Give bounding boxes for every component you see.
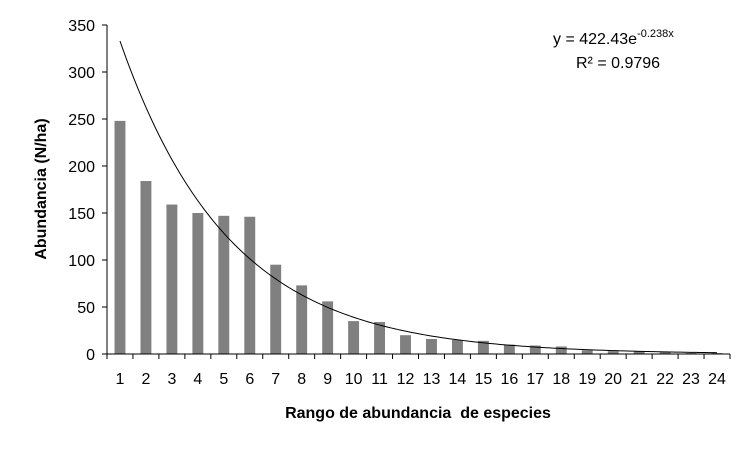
bar-9 (322, 301, 334, 354)
bar-18 (555, 346, 567, 354)
bar-22 (659, 352, 671, 354)
x-tick-label: 19 (578, 371, 596, 388)
bar-1 (114, 120, 126, 354)
bar-11 (374, 322, 386, 354)
y-tick-label: 350 (68, 18, 95, 35)
x-tick-label: 2 (141, 371, 150, 388)
x-tick-label: 13 (423, 371, 441, 388)
bar-3 (166, 204, 178, 354)
bars (114, 120, 723, 354)
x-tick-label: 5 (219, 371, 228, 388)
x-tick-label: 15 (474, 371, 492, 388)
y-tick-label: 200 (68, 159, 95, 176)
y-tick-label: 50 (77, 300, 95, 317)
x-tick-label: 17 (526, 371, 544, 388)
x-tick-label: 21 (630, 371, 648, 388)
bar-6 (244, 216, 256, 354)
bar-10 (348, 321, 360, 354)
y-tick-label: 0 (86, 347, 95, 364)
x-axis-title: Rango de abundancia de especies (285, 405, 551, 422)
trendline-equation: y = 422.43e-0.238x (553, 28, 674, 48)
bar-14 (451, 339, 463, 354)
x-axis-ticks: 1 2 3 4 5 6 7 8 9 10 11 12 13 14 15 16 17 18 19 20 21 22 23 24 (106, 354, 731, 388)
y-tick-label: 150 (68, 206, 95, 223)
bar-16 (503, 344, 515, 354)
x-tick-label: 1 (116, 371, 125, 388)
y-axis-ticks: 0 50 100 150 200 250 300 350 (68, 18, 107, 364)
x-tick-label: 11 (371, 371, 388, 388)
x-tick-label: 7 (271, 371, 280, 388)
bar-2 (140, 181, 152, 354)
y-tick-label: 300 (68, 65, 95, 82)
bar-15 (477, 340, 489, 354)
x-tick-label: 6 (245, 371, 254, 388)
x-tick-label: 23 (682, 371, 700, 388)
bar-13 (426, 338, 437, 354)
y-axis-title: Abundancia (N/ha) (33, 118, 50, 259)
bar-20 (607, 351, 619, 354)
x-tick-label: 16 (500, 371, 518, 388)
x-tick-label: 3 (167, 371, 176, 388)
x-tick-label: 9 (323, 371, 332, 388)
x-tick-label: 14 (449, 371, 467, 388)
trendline (119, 40, 718, 354)
x-tick-label: 12 (397, 371, 415, 388)
x-tick-label: 24 (708, 371, 726, 388)
trendline-equation-exponent: -0.238x (637, 28, 674, 40)
bar-21 (633, 351, 645, 354)
x-tick-label: 8 (297, 371, 306, 388)
r-squared-label: R² = 0.9796 (576, 55, 660, 72)
x-tick-label: 22 (656, 371, 674, 388)
trendline-equation-main: y = 422.43e (553, 31, 637, 48)
bar-7 (270, 264, 282, 354)
y-tick-label: 250 (68, 112, 95, 129)
y-tick-label: 100 (68, 253, 95, 270)
x-tick-label: 4 (193, 371, 202, 388)
x-tick-label: 20 (604, 371, 622, 388)
bar-8 (296, 285, 308, 354)
bar-19 (581, 350, 593, 354)
bar-4 (192, 213, 204, 354)
bar-5 (218, 215, 230, 354)
x-tick-label: 18 (552, 371, 570, 388)
x-tick-label: 10 (345, 371, 363, 388)
bar-12 (400, 335, 411, 354)
bar-17 (529, 345, 541, 354)
